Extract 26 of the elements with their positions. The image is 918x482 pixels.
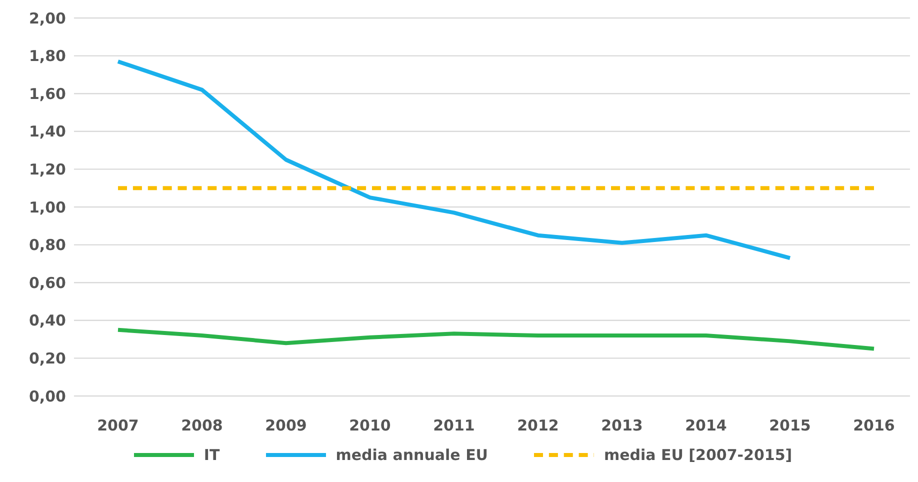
x-tick-label: 2012: [517, 416, 559, 435]
y-tick-label: 1,00: [28, 198, 66, 216]
y-tick-label: 0,60: [28, 274, 66, 292]
y-tick-label: 1,20: [28, 160, 66, 179]
y-tick-label: 2,00: [28, 9, 66, 28]
y-tick-label: 0,00: [28, 387, 66, 406]
y-tick-label: 1,80: [28, 47, 66, 66]
x-tick-label: 2016: [853, 416, 895, 435]
x-tick-label: 2007: [97, 416, 139, 435]
x-tick-label: 2011: [433, 416, 475, 435]
y-tick-label: 0,80: [28, 236, 66, 254]
x-tick-label: 2008: [181, 416, 223, 435]
legend-label: IT: [204, 446, 220, 464]
x-tick-label: 2015: [769, 416, 811, 435]
x-tick-label: 2014: [685, 416, 727, 435]
x-tick-label: 2013: [601, 416, 643, 435]
y-tick-label: 1,40: [28, 122, 66, 141]
legend-label: media annuale EU: [336, 446, 488, 464]
y-tick-label: 0,40: [28, 312, 66, 330]
legend-label: media EU [2007-2015]: [604, 446, 792, 464]
x-tick-label: 2009: [265, 416, 307, 435]
line-series: [116, 328, 876, 351]
y-tick-label: 0,20: [28, 350, 66, 368]
line-series: [116, 59, 792, 260]
y-tick-label: 1,60: [28, 84, 66, 103]
x-tick-label: 2010: [349, 416, 391, 435]
